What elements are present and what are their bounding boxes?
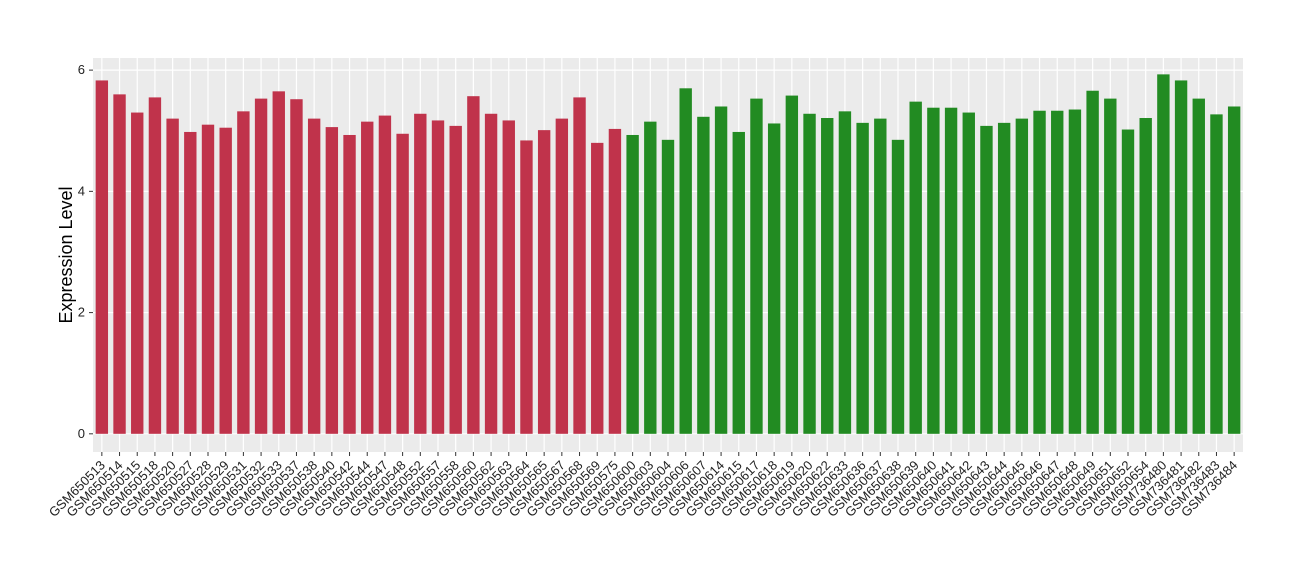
bar bbox=[396, 133, 409, 434]
bar bbox=[290, 99, 303, 434]
bar bbox=[608, 128, 622, 434]
bar bbox=[1104, 98, 1117, 434]
bar bbox=[874, 118, 887, 434]
bar bbox=[1086, 90, 1099, 434]
y-tick-label: 4 bbox=[78, 183, 85, 198]
bar bbox=[467, 96, 480, 434]
bar bbox=[573, 97, 586, 434]
bar bbox=[555, 118, 569, 434]
bar bbox=[785, 95, 799, 434]
bar bbox=[909, 101, 922, 434]
bar bbox=[1227, 106, 1241, 434]
bar bbox=[113, 94, 126, 434]
bar bbox=[1051, 110, 1064, 434]
y-axis-label: Expression Level bbox=[56, 186, 76, 323]
bar bbox=[237, 111, 250, 434]
bar bbox=[414, 113, 427, 434]
bar bbox=[962, 112, 975, 434]
bar bbox=[520, 140, 533, 434]
bar bbox=[927, 107, 940, 434]
bar bbox=[644, 121, 657, 434]
bar bbox=[219, 127, 232, 434]
bar bbox=[537, 130, 551, 434]
bar bbox=[1068, 109, 1082, 434]
bar bbox=[714, 106, 728, 434]
bar bbox=[679, 88, 692, 434]
bar bbox=[1192, 98, 1205, 434]
bar bbox=[325, 127, 339, 434]
bar bbox=[95, 80, 109, 434]
bar bbox=[626, 134, 639, 434]
bar bbox=[1139, 118, 1152, 434]
bar bbox=[1033, 110, 1046, 434]
bar bbox=[502, 120, 515, 434]
bar bbox=[1174, 80, 1188, 434]
bar bbox=[343, 134, 356, 434]
bar bbox=[891, 139, 905, 434]
bar bbox=[732, 131, 745, 434]
y-tick-label: 2 bbox=[78, 305, 85, 320]
bar bbox=[431, 120, 445, 434]
bar bbox=[148, 97, 162, 434]
bar bbox=[378, 115, 392, 434]
bar bbox=[803, 113, 816, 434]
bar bbox=[980, 125, 993, 434]
bar bbox=[166, 118, 179, 434]
bar bbox=[307, 118, 321, 434]
bar bbox=[697, 116, 710, 434]
bar bbox=[661, 139, 675, 434]
bar bbox=[201, 124, 215, 434]
bar bbox=[1121, 129, 1135, 434]
y-tick-label: 0 bbox=[78, 426, 85, 441]
bar bbox=[838, 111, 852, 434]
bar bbox=[1015, 118, 1029, 434]
bar bbox=[484, 113, 498, 434]
bar bbox=[767, 123, 781, 434]
bar bbox=[449, 125, 462, 434]
bar bbox=[254, 98, 268, 434]
bar bbox=[131, 112, 144, 434]
bar bbox=[944, 107, 958, 434]
bar bbox=[272, 91, 285, 434]
bar bbox=[997, 122, 1011, 434]
bar bbox=[184, 131, 197, 434]
bar bbox=[750, 98, 763, 434]
y-tick-label: 6 bbox=[78, 62, 85, 77]
bar bbox=[1157, 74, 1170, 434]
bar bbox=[856, 122, 869, 434]
bar bbox=[361, 121, 374, 434]
bar bbox=[591, 142, 604, 434]
bar bbox=[821, 118, 834, 434]
bar bbox=[1210, 114, 1223, 434]
